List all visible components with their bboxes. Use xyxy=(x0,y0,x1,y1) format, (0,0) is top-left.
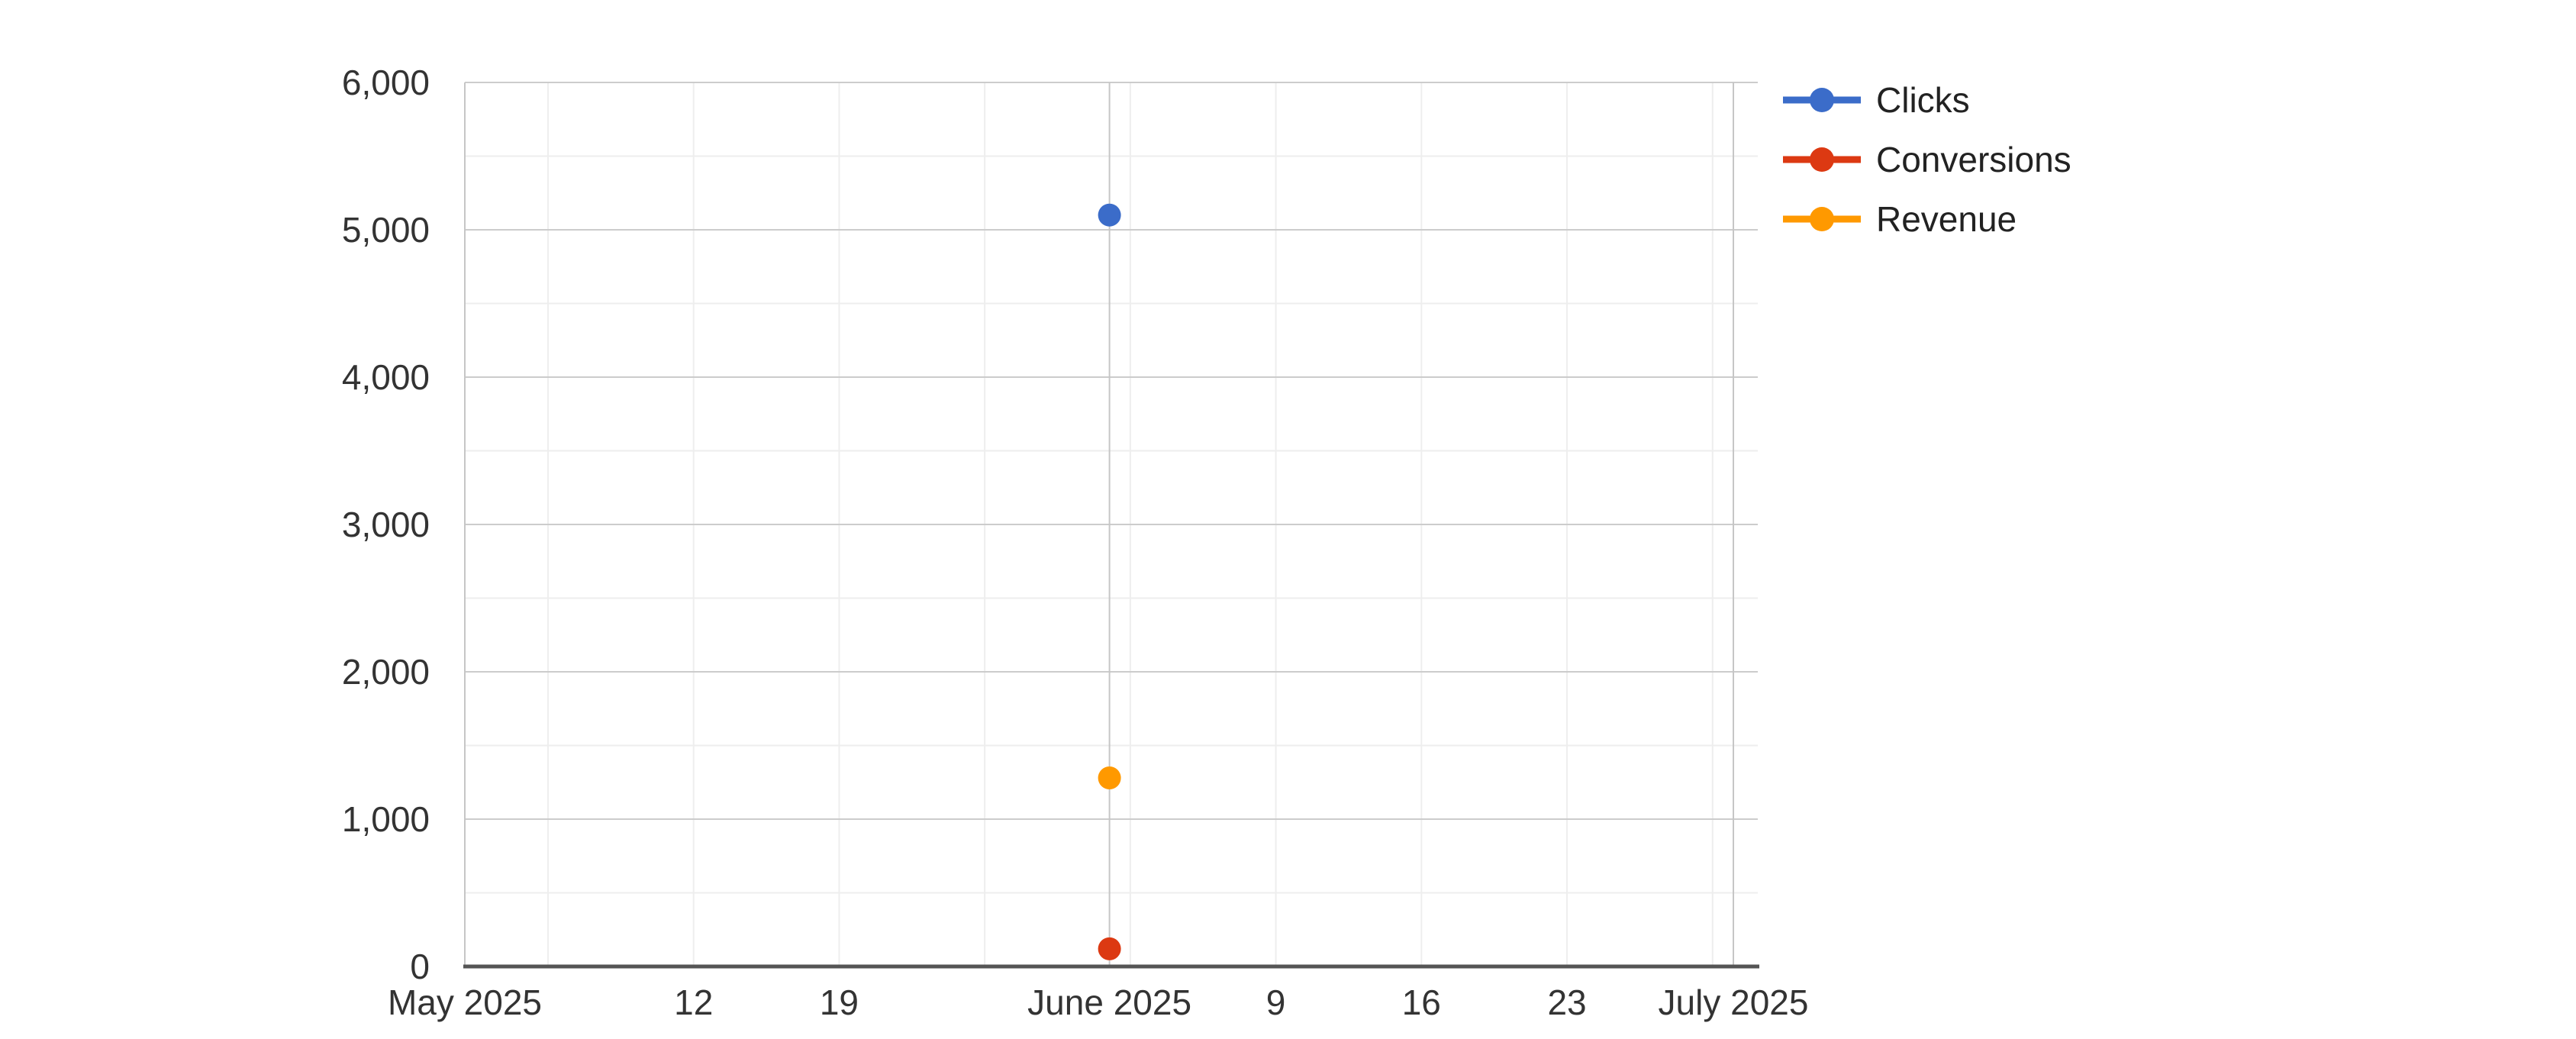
y-axis-tick-labels: 0 1,000 2,000 3,000 4,000 5,000 6,000 xyxy=(342,63,430,986)
legend-series-marker-icon xyxy=(1783,207,1861,231)
y-tick-label: 2,000 xyxy=(342,652,430,692)
x-tick-label: 9 xyxy=(1266,983,1286,1022)
legend-series-marker-icon xyxy=(1783,88,1861,112)
data-point-conversions[interactable] xyxy=(1098,937,1121,960)
legend-series-marker-icon xyxy=(1783,147,1861,172)
y-tick-label: 0 xyxy=(410,947,430,986)
month-gridlines xyxy=(464,82,1734,966)
y-tick-label: 1,000 xyxy=(342,799,430,839)
legend-item-conversions[interactable]: Conversions xyxy=(1783,130,2071,189)
legend-dot xyxy=(1810,207,1834,231)
x-tick-label: 23 xyxy=(1547,983,1586,1022)
data-points xyxy=(1098,203,1121,960)
x-axis-tick-labels: May 2025 12 19 June 2025 9 16 23 July 2025 xyxy=(388,983,1808,1022)
legend-item-clicks[interactable]: Clicks xyxy=(1783,70,2071,130)
y-tick-label: 4,000 xyxy=(342,357,430,397)
data-point-clicks[interactable] xyxy=(1098,203,1121,227)
legend-dot xyxy=(1810,88,1834,112)
legend-label: Clicks xyxy=(1876,80,1970,120)
legend-item-revenue[interactable]: Revenue xyxy=(1783,189,2071,249)
y-tick-label: 6,000 xyxy=(342,63,430,102)
legend-dot xyxy=(1810,147,1834,172)
x-tick-label: June 2025 xyxy=(1027,983,1191,1022)
x-tick-label: May 2025 xyxy=(388,983,542,1022)
data-point-revenue[interactable] xyxy=(1098,766,1121,789)
legend-label: Conversions xyxy=(1876,140,2071,179)
legend-label: Revenue xyxy=(1876,199,2017,239)
x-tick-label: 16 xyxy=(1402,983,1441,1022)
major-gridlines xyxy=(465,82,1758,820)
y-tick-label: 3,000 xyxy=(342,505,430,544)
x-tick-label: July 2025 xyxy=(1659,983,1809,1022)
x-tick-label: 12 xyxy=(674,983,713,1022)
y-tick-label: 5,000 xyxy=(342,210,430,250)
x-tick-label: 19 xyxy=(820,983,859,1022)
chart-legend: Clicks Conversions Revenue xyxy=(1783,70,2071,249)
